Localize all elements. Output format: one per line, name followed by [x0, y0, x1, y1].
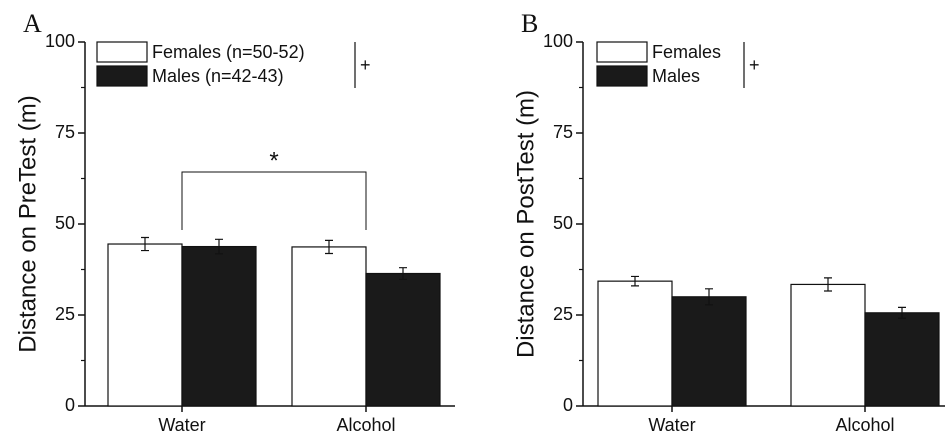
legend-label: Females: [652, 42, 721, 62]
significance-label: *: [269, 147, 278, 174]
bar: [597, 280, 673, 407]
legend-swatch: [596, 65, 648, 87]
legend-label: Females (n=50-52): [152, 42, 305, 62]
error-bar: [631, 275, 639, 287]
y-tick-label: 75: [55, 122, 75, 142]
error-bar: [141, 236, 149, 252]
bar: [107, 243, 183, 407]
bar: [291, 246, 367, 407]
bar: [864, 312, 940, 407]
error-bar: [325, 239, 333, 255]
bar: [181, 245, 257, 407]
error-bar: [898, 306, 906, 319]
legend-label: Males (n=42-43): [152, 66, 284, 86]
y-tick-label: 100: [543, 31, 573, 51]
effect-marker: +: [360, 55, 371, 75]
error-bar: [399, 267, 407, 280]
x-tick-label: Water: [158, 415, 205, 435]
error-bar: [824, 277, 832, 292]
y-tick-label: 100: [45, 31, 75, 51]
significance-bracket: [181, 171, 367, 230]
bar: [365, 272, 441, 407]
y-axis-title: Distance on PreTest (m): [14, 95, 41, 352]
error-bar: [705, 288, 713, 306]
y-tick-label: 50: [55, 213, 75, 233]
panel-label: B: [521, 9, 538, 38]
x-tick-label: Alcohol: [336, 415, 395, 435]
y-tick-label: 50: [553, 213, 573, 233]
legend-swatch: [96, 41, 148, 63]
legend-label: Males: [652, 66, 700, 86]
bar: [790, 283, 866, 407]
y-tick-label: 0: [65, 395, 75, 415]
y-tick-label: 25: [553, 304, 573, 324]
y-tick-label: 75: [553, 122, 573, 142]
y-tick-label: 25: [55, 304, 75, 324]
legend-swatch: [596, 41, 648, 63]
legend-swatch: [96, 65, 148, 87]
error-bar: [215, 238, 223, 255]
bar: [671, 296, 747, 407]
effect-marker: +: [749, 55, 760, 75]
x-tick-label: Water: [648, 415, 695, 435]
panel-label: A: [23, 9, 42, 38]
x-tick-label: Alcohol: [835, 415, 894, 435]
y-axis-title: Distance on PostTest (m): [512, 90, 539, 358]
y-tick-label: 0: [563, 395, 573, 415]
